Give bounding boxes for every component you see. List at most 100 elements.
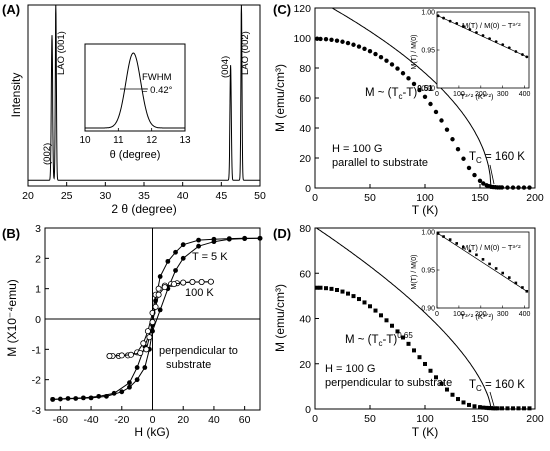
point-100k	[144, 328, 151, 335]
c-field-label: H = 100 G	[332, 143, 382, 155]
x-tick-label: 40	[177, 190, 189, 202]
data-point	[345, 40, 351, 46]
c-tc-value: = 160 K	[482, 151, 525, 163]
panel-a-xticks: 20 25 30 35 40 45 50	[22, 182, 266, 202]
inset-fit-line	[437, 233, 528, 292]
inset-data-point	[481, 258, 485, 261]
data-point	[318, 36, 323, 42]
inset-data-point	[436, 232, 440, 235]
panel-c-ylabel: M (emu/cm³)	[273, 64, 287, 132]
rocking-curve	[85, 52, 185, 129]
b-label-orientation-1: perpendicular to	[159, 345, 238, 357]
b-label-orientation-2: substrate	[166, 359, 211, 371]
data-point	[384, 318, 389, 323]
panel-a: (A) Intensity 2 θ (degree) 20 25 30 35 40 45 5…	[2, 2, 266, 216]
data-point	[434, 375, 438, 380]
peak-label-004: (004)	[220, 56, 231, 78]
y-tick-label: -3	[32, 405, 41, 417]
c-fit-label-main: M ~ (T	[365, 87, 399, 99]
c-tc-sub: C	[476, 156, 482, 165]
y-tick-label: 2	[35, 253, 41, 265]
c-fit-label-sub: c	[399, 92, 403, 101]
point-100k	[146, 334, 153, 341]
c-tc-arrow	[489, 164, 495, 185]
inset-data-point	[488, 37, 491, 40]
panel-d-inset-plot: 0 100 200 300 400 0.90 0.95 1.00	[421, 230, 530, 319]
data-point	[323, 37, 329, 42]
d-fit-label-exp: 0.65	[397, 331, 413, 340]
d-tc-arrow	[489, 391, 495, 407]
point-5k	[127, 380, 132, 386]
point-5k	[180, 255, 186, 261]
data-point	[340, 289, 345, 294]
b-label-100k: 100 K	[185, 287, 214, 299]
x-tick-label: 0	[312, 413, 318, 425]
data-point	[444, 127, 450, 132]
point-5k	[173, 268, 178, 273]
point-5k	[104, 393, 109, 399]
panel-d-plot	[315, 227, 532, 411]
inset-x-tick-label: 0	[435, 311, 439, 318]
point-5k	[50, 396, 56, 402]
x-tick-label: 60	[239, 414, 251, 426]
x-tick-label: 200	[526, 413, 544, 425]
data-point	[433, 109, 439, 115]
panel-d-ylabel: M (emu/cm³)	[273, 284, 287, 352]
panel-d: (D) M (emu/cm³) T (K) 0 50 100 150 200 0 20 40 6…	[273, 223, 544, 439]
point-5k	[96, 393, 102, 399]
d-tc-label: TC = 160 K	[469, 379, 525, 393]
data-point	[450, 392, 455, 397]
data-point	[481, 181, 486, 186]
y-tick-label: 40	[299, 123, 311, 135]
inset-data-point	[525, 289, 529, 293]
inset-x-tick-label: 0	[435, 91, 439, 98]
d-tc-sub: C	[476, 384, 482, 393]
c-tc-t: T	[469, 151, 476, 163]
x-tick-label: 30	[99, 190, 111, 202]
data-point	[417, 355, 422, 360]
c-orientation-label: parallel to substrate	[332, 157, 428, 169]
y-tick-label: -2	[32, 375, 41, 387]
inset-y-tick-label: 1.00	[421, 230, 435, 237]
point-100k	[106, 353, 113, 360]
inset-data-point	[501, 271, 505, 275]
inset-data-point	[494, 40, 498, 44]
x-tick-label: 50	[364, 192, 376, 204]
panel-c-inset: 0 100 200 300 400 0.90 0.95 1.00 M(T) / M(0) ~ …	[411, 10, 531, 102]
point-100k	[118, 352, 125, 359]
data-point	[351, 294, 356, 299]
inset-data-point	[455, 22, 459, 25]
x-tick-label: 50	[254, 190, 266, 202]
y-tick-label: 0	[305, 404, 311, 416]
d-tc-value: = 160 K	[482, 379, 525, 391]
x-tick-label: 20	[177, 414, 189, 426]
y-tick-label: 0	[305, 183, 311, 195]
y-tick-label: 1	[35, 284, 41, 296]
panel-a-ylabel: Intensity	[9, 73, 23, 118]
data-point	[389, 62, 395, 67]
data-point	[318, 285, 323, 290]
panel-d-label: (D)	[273, 226, 291, 241]
data-point	[379, 313, 383, 318]
data-point	[456, 397, 460, 402]
point-5k	[211, 239, 217, 245]
inset-data-point	[494, 267, 498, 270]
inset-data-point	[436, 14, 440, 18]
point-100k	[137, 349, 144, 356]
data-point	[511, 406, 515, 411]
x-tick-label: 100	[416, 192, 434, 204]
c-fit-label-exp: 0.51	[417, 84, 433, 93]
data-point	[499, 185, 505, 190]
point-100k	[127, 351, 134, 358]
data-point	[527, 185, 532, 190]
data-point	[395, 329, 400, 334]
y-tick-label: 3	[35, 223, 41, 235]
panel-a-inset-xticks: 10 11 12 13	[79, 128, 191, 146]
data-point	[329, 37, 334, 42]
panel-b-label: (B)	[2, 226, 20, 241]
inset-data-point	[461, 25, 465, 28]
data-point	[472, 404, 477, 409]
data-point	[356, 44, 362, 49]
data-point	[334, 38, 340, 43]
inset-data-point	[488, 262, 491, 266]
